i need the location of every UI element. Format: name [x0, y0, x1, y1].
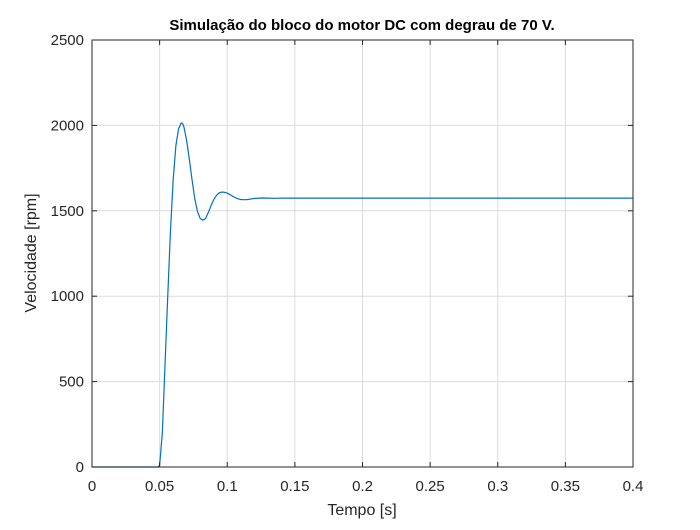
chart-title: Simulação do bloco do motor DC com degra… — [169, 17, 554, 34]
y-tick-label: 2500 — [51, 32, 84, 49]
y-tick-label: 0 — [76, 459, 84, 476]
x-tick-label: 0.05 — [145, 478, 174, 495]
x-tick-label: 0.25 — [416, 478, 445, 495]
ticks — [91, 39, 634, 468]
x-axis-label: Tempo [s] — [327, 502, 396, 519]
x-tick-label: 0.35 — [551, 478, 580, 495]
y-tick-label: 500 — [59, 374, 84, 391]
y-axis-label: Velocidade [rpm] — [23, 193, 40, 312]
y-tick-label: 1500 — [51, 203, 84, 220]
series-layer — [92, 122, 633, 468]
x-tick-labels: 0 0.05 0.1 0.15 0.2 0.25 0.3 0.35 0.4 — [88, 478, 644, 495]
y-tick-labels: 0 500 1000 1500 2000 2500 — [51, 32, 84, 476]
x-tick-label: 0.2 — [352, 478, 373, 495]
x-tick-label: 0 — [88, 478, 96, 495]
x-tick-label: 0.1 — [217, 478, 238, 495]
grid — [92, 40, 633, 467]
y-tick-label: 2000 — [51, 117, 84, 134]
series-line-0 — [92, 122, 633, 468]
x-tick-label: 0.3 — [487, 478, 508, 495]
y-tick-label: 1000 — [51, 288, 84, 305]
x-tick-label: 0.4 — [623, 478, 644, 495]
x-tick-label: 0.15 — [280, 478, 309, 495]
